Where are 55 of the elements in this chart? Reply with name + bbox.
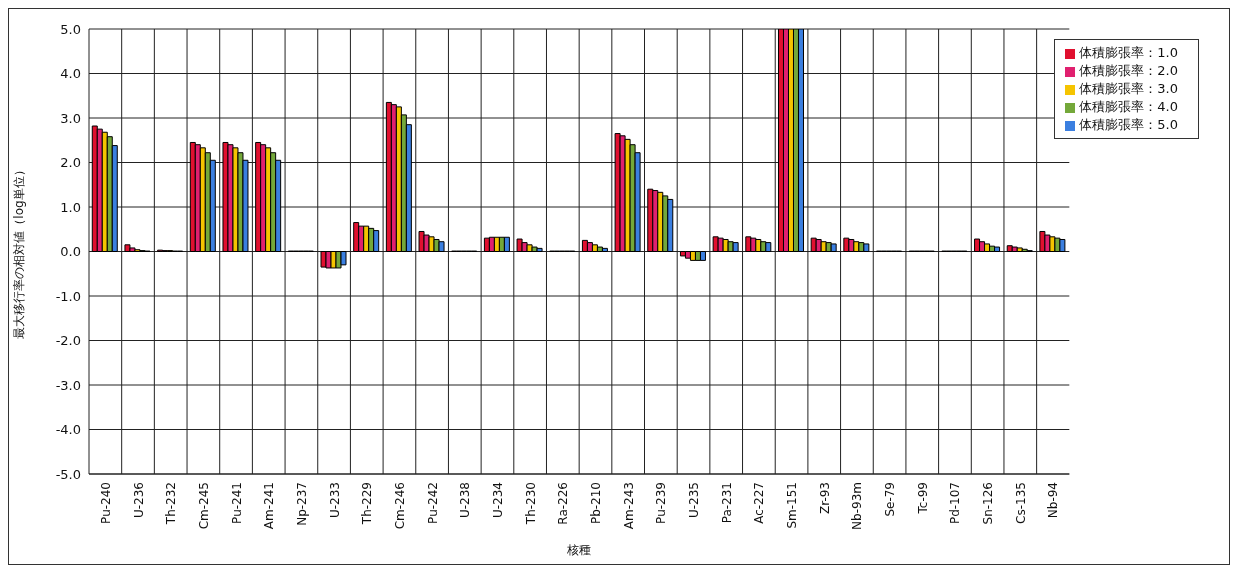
x-tick-label: Nb-94 [1046, 482, 1061, 519]
x-tick-label: U-238 [458, 482, 473, 519]
x-tick-label: Cs-135 [1013, 482, 1028, 524]
y-tick-label: -4.0 [55, 422, 81, 438]
x-axis-title: 核種 [566, 543, 592, 557]
legend-label: 体積膨張率：1.0 [1079, 45, 1178, 60]
x-tick-label: Tc-99 [915, 482, 930, 515]
x-tick-label: Se-79 [883, 482, 898, 517]
x-tick-label: Am-241 [262, 482, 277, 530]
bar [699, 251, 706, 261]
y-tick-label: 5.0 [60, 21, 81, 37]
y-tick-label: 4.0 [60, 66, 81, 82]
x-tick-label: Cm-246 [392, 482, 407, 530]
x-tick-label: Pu-239 [654, 482, 669, 524]
x-tick-label: Pu-240 [98, 482, 113, 524]
x-tick-label: U-235 [687, 482, 702, 519]
bar [974, 238, 981, 252]
x-tick-label: Pb-210 [589, 482, 604, 525]
x-tick-label: Cm-245 [196, 482, 211, 530]
x-tick-label: Sn-126 [981, 482, 996, 525]
bar [679, 251, 686, 257]
x-tick-label: Pd-107 [948, 482, 963, 525]
y-tick-label: -3.0 [55, 377, 81, 393]
x-tick-label: Th-229 [360, 482, 375, 526]
x-tick-label: Th-230 [523, 482, 538, 526]
bar [830, 243, 837, 252]
x-tick-label: Sm-151 [785, 482, 800, 529]
x-tick-label: U-234 [490, 482, 505, 519]
bar [601, 247, 608, 252]
bar [797, 29, 804, 252]
x-tick-label: Pu-242 [425, 482, 440, 524]
y-tick-label: -5.0 [55, 466, 81, 482]
x-tick-label: Th-232 [164, 482, 179, 526]
x-tick-label: U-236 [131, 482, 146, 519]
x-tick-label: Am-243 [621, 482, 636, 530]
y-tick-label: -1.0 [55, 288, 81, 304]
y-tick-label: 0.0 [60, 244, 81, 260]
legend-label: 体積膨張率：4.0 [1079, 99, 1178, 114]
y-tick-label: 3.0 [60, 110, 81, 126]
y-tick-label: 2.0 [60, 155, 81, 171]
x-tick-label: Zr-93 [817, 482, 832, 514]
x-tick-label: Pa-231 [719, 482, 734, 524]
x-tick-label: Np-237 [294, 482, 309, 526]
y-tick-label: -2.0 [55, 333, 81, 349]
x-tick-label: Ac-227 [752, 482, 767, 524]
y-axis-title: 最大移行率の相対値（log単位） [12, 164, 27, 339]
y-tick-label: 1.0 [60, 199, 81, 215]
x-tick-label: Nb-93m [850, 482, 865, 530]
x-tick-label: Pu-241 [229, 482, 244, 524]
bar [503, 236, 510, 252]
legend-label: 体積膨張率：3.0 [1079, 81, 1178, 96]
x-tick-label: U-233 [327, 482, 342, 519]
x-tick-label: Ra-226 [556, 482, 571, 525]
legend-label: 体積膨張率：2.0 [1079, 63, 1178, 78]
legend-label: 体積膨張率：5.0 [1079, 117, 1178, 132]
